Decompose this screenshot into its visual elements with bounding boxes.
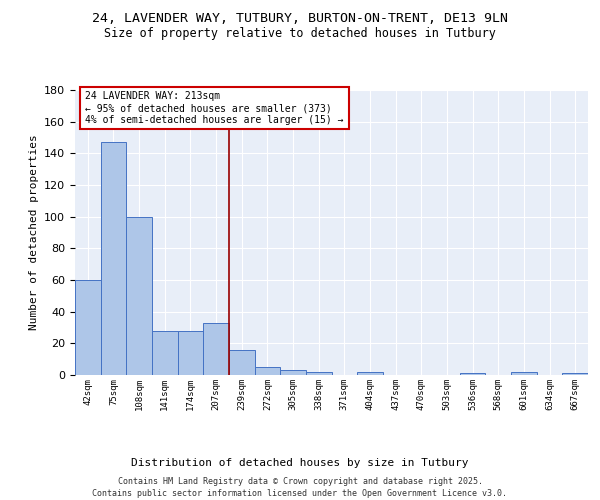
Text: Distribution of detached houses by size in Tutbury: Distribution of detached houses by size … (131, 458, 469, 468)
Bar (460, 374, 485, 375)
Bar (562, 374, 588, 375)
Bar (75, 280, 101, 375)
Bar (357, 372, 383, 375)
Text: Contains public sector information licensed under the Open Government Licence v3: Contains public sector information licen… (92, 489, 508, 498)
Bar (152, 330, 178, 375)
Text: 24 LAVENDER WAY: 213sqm
← 95% of detached houses are smaller (373)
4% of semi-de: 24 LAVENDER WAY: 213sqm ← 95% of detache… (85, 92, 344, 124)
Bar (254, 367, 280, 375)
Bar (101, 142, 127, 375)
Text: Contains HM Land Registry data © Crown copyright and database right 2025.: Contains HM Land Registry data © Crown c… (118, 478, 482, 486)
Text: 24, LAVENDER WAY, TUTBURY, BURTON-ON-TRENT, DE13 9LN: 24, LAVENDER WAY, TUTBURY, BURTON-ON-TRE… (92, 12, 508, 26)
Bar (203, 323, 229, 375)
Bar (127, 216, 152, 375)
Y-axis label: Number of detached properties: Number of detached properties (29, 134, 38, 330)
Bar (306, 372, 331, 375)
Bar (178, 330, 203, 375)
Bar (229, 350, 254, 375)
Bar (280, 370, 306, 375)
Text: Size of property relative to detached houses in Tutbury: Size of property relative to detached ho… (104, 28, 496, 40)
Bar (511, 372, 537, 375)
